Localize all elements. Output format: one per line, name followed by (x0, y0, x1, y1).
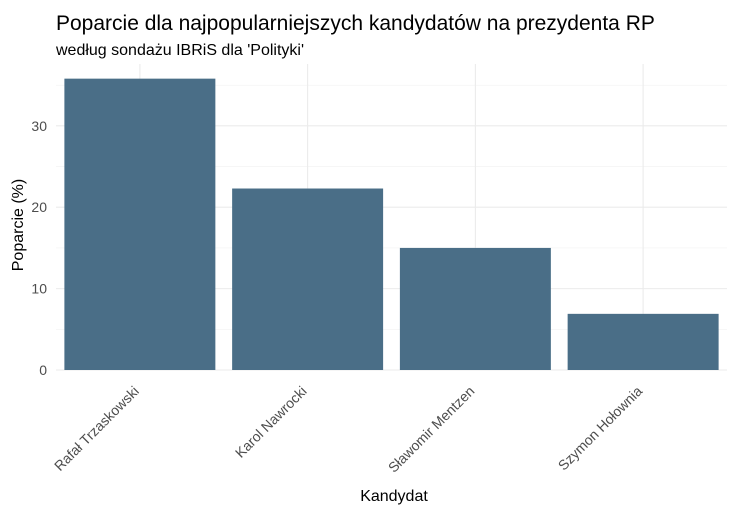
chart-subtitle: według sondażu IBRiS dla 'Polityki' (55, 42, 304, 59)
x-axis-ticks: Rafał Trzaskowski Karol Nawrocki Sławomir … (51, 383, 645, 476)
bar (399, 247, 551, 370)
y-axis-ticks: 0 10 20 30 (31, 118, 47, 378)
x-tick-label: Szymon Hołownia (555, 383, 646, 474)
bar (567, 313, 719, 370)
y-axis-title: Poparcie (%) (10, 179, 27, 271)
y-tick-label: 0 (39, 362, 47, 378)
y-tick-label: 30 (31, 118, 47, 134)
bars (64, 78, 719, 371)
x-tick-label: Karol Nawrocki (232, 383, 310, 461)
y-tick-label: 20 (31, 199, 47, 215)
y-tick-label: 10 (31, 281, 47, 297)
bar (64, 78, 216, 371)
x-axis-title: Kandydat (360, 488, 428, 505)
x-tick-label: Sławomir Mentzen (385, 383, 478, 476)
bar (232, 188, 384, 370)
x-tick-label: Rafał Trzaskowski (51, 383, 142, 474)
chart-title: Poparcie dla najpopularniejszych kandyda… (56, 12, 655, 35)
